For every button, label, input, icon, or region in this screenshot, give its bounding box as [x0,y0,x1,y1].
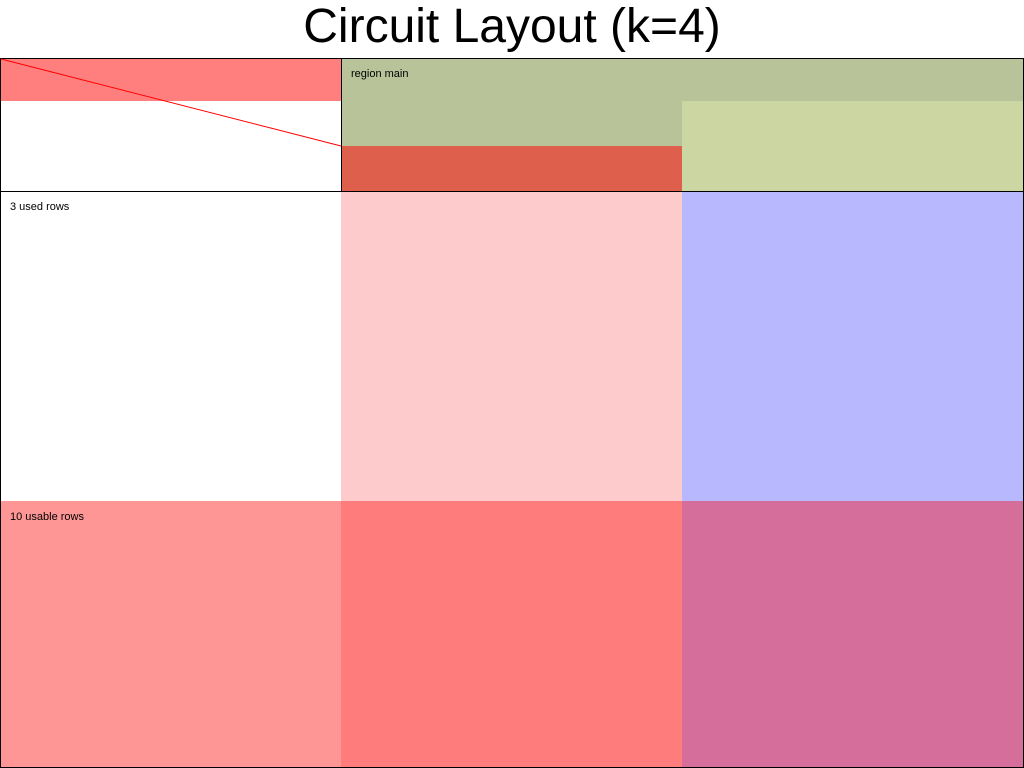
middle-column-pink [341,191,682,501]
region-main-block-lower-left [341,101,682,146]
bottom-left-block [0,501,341,768]
usable-rows-label: 10 usable rows [10,511,84,523]
region-main-block [341,58,1024,101]
region-label: region main [351,68,409,80]
region-main-lower-red [341,146,682,191]
right-column-blue [682,191,1024,501]
bottom-right-block [682,501,1024,768]
page-title: Circuit Layout (k=4) [303,0,721,53]
region-right-lower [682,101,1024,191]
bottom-middle-block [341,501,682,768]
used-rows-label: 3 used rows [10,201,70,213]
top-left-strip [0,58,341,101]
